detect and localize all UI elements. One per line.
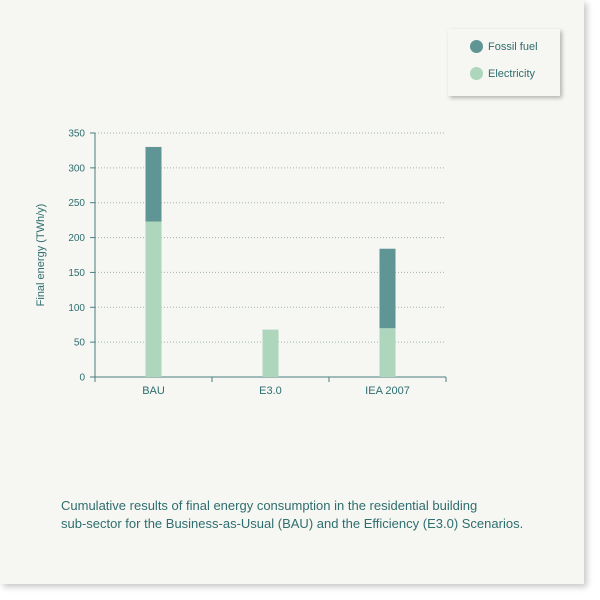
- bar-iea-2007-fossil-fuel: [379, 248, 396, 329]
- caption-line-2: sub-sector for the Business-as-Usual (BA…: [61, 516, 524, 531]
- bar-chart: 0 50 100 150 200 250 300 350 Final energy (TWh/y…: [35, 129, 447, 397]
- bar-e3-0-electricity: [262, 329, 279, 377]
- y-tick-label-150: 150: [68, 268, 85, 279]
- y-tick-label-300: 300: [68, 163, 85, 174]
- legend-item-fossil-fuel: Fossil fuel: [470, 40, 538, 53]
- legend-swatch-electricity: [470, 67, 483, 80]
- legend-label-electricity: Electricity: [488, 67, 536, 80]
- y-tick-label-0: 0: [79, 373, 85, 384]
- page-background: [0, 0, 584, 584]
- x-tick-label-e3-0: E3.0: [259, 385, 282, 397]
- y-tick-label-50: 50: [74, 338, 86, 349]
- legend-label-fossil-fuel: Fossil fuel: [488, 40, 538, 53]
- caption-line-1: Cumulative results of final energy consu…: [61, 498, 478, 513]
- y-tick-label-200: 200: [68, 233, 85, 244]
- y-axis-title: Final energy (TWh/y): [35, 204, 47, 307]
- bar-iea-2007-electricity: [379, 328, 396, 377]
- bar-bau-fossil-fuel: [145, 146, 162, 222]
- bar-bau-electricity: [145, 221, 162, 377]
- y-tick-label-100: 100: [68, 303, 85, 314]
- x-tick-label-iea-2007: IEA 2007: [365, 385, 410, 397]
- legend-item-electricity: Electricity: [470, 67, 535, 80]
- figure-caption: Cumulative results of final energy consu…: [61, 497, 561, 533]
- y-tick-label-250: 250: [68, 198, 85, 209]
- x-tick-label-bau: BAU: [142, 385, 165, 397]
- legend-swatch-fossil-fuel: [470, 40, 483, 53]
- chart-legend: Fossil fuel Electricity: [448, 29, 560, 96]
- y-tick-label-350: 350: [68, 129, 85, 140]
